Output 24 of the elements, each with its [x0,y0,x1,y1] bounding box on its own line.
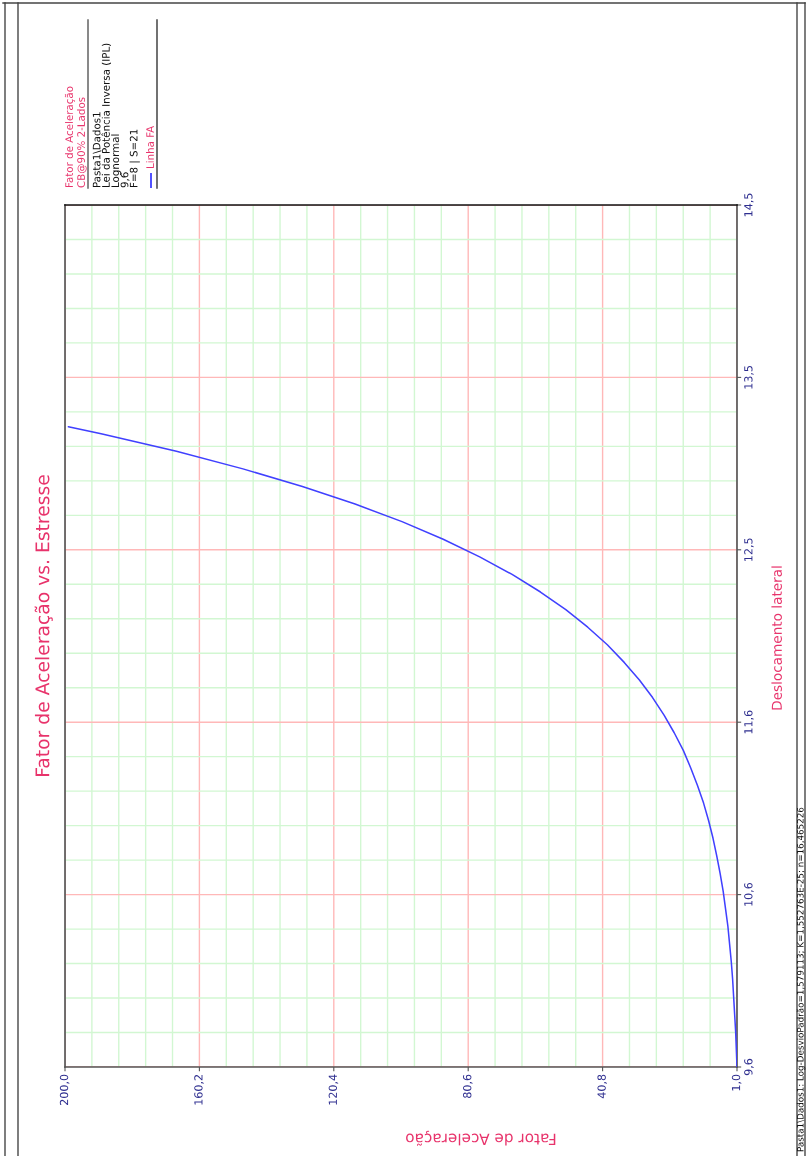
text: 9,6 [120,172,130,188]
text: F=8 | S=21 [129,129,140,187]
x-axis-title: Fator de Aceleração [406,1130,556,1146]
text: Lei da Potência Inversa (IPL) [101,43,111,187]
y-tick-label: 10,6 [744,882,754,906]
text: Pasta1\Dados1: Log-DesvioPadrão=1,579113; K=1,552763E-25; n=16,465226 [796,807,806,1152]
text: Fator de Aceleração vs. Estresse [34,475,53,776]
y-tick-label: 14,5 [744,193,754,217]
x-tick-label: 160,2 [194,1075,204,1105]
y-axis-title: Deslocamento lateral [771,566,782,710]
x-tick-label: 1,0 [731,1074,742,1091]
x-tick-label: 80,6 [463,1074,473,1098]
y-tick-label: 9,6 [744,1058,754,1076]
text: CB@90% 2-Lados [77,97,87,188]
x-tick-label: 40,8 [597,1074,607,1099]
text: Lognormal [111,134,122,187]
legend-title: Fator de Aceleração [64,86,75,187]
y-tick-label: 12,5 [744,538,754,561]
text: Linha FA [146,125,154,168]
x-tick-label: 120,4 [328,1074,339,1105]
x-tick-label: 200,0 [59,1074,70,1105]
text: Pasta1\Dados1 [92,112,102,187]
y-tick-label: 13,5 [744,366,754,389]
y-tick-label: 11,6 [744,710,754,734]
